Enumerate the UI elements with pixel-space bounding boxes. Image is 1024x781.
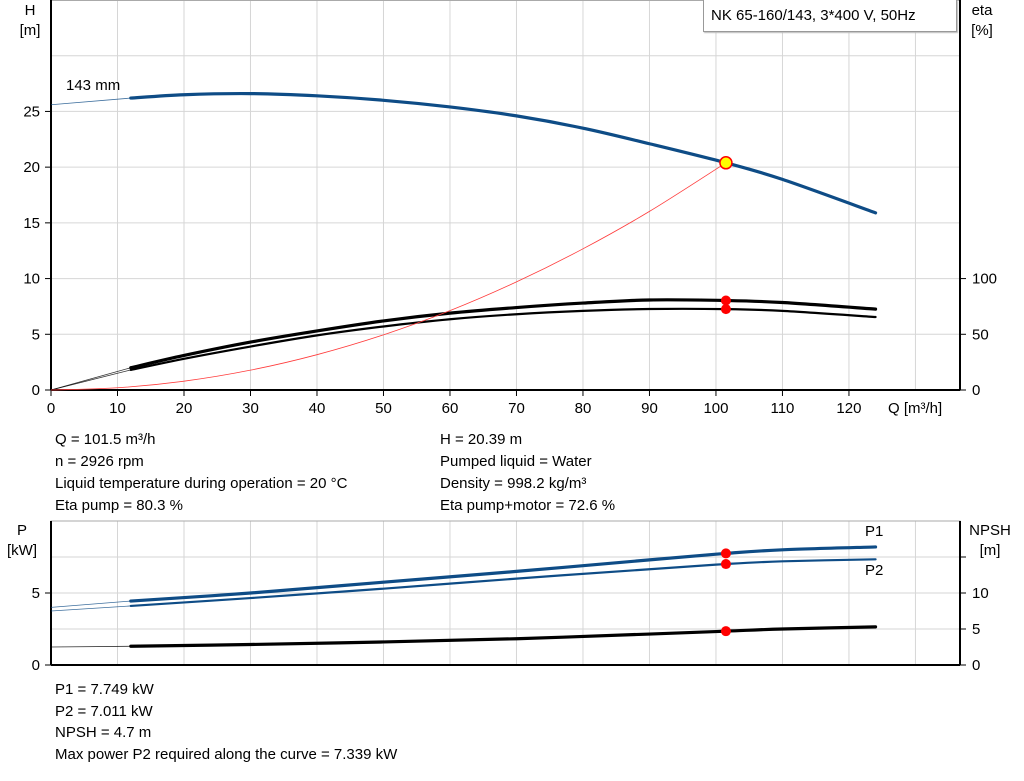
series-line-system [50,162,727,391]
y-tick-label-right: 10 [972,585,989,602]
series-line-NPSH [129,625,878,648]
series-extension-NPSH [50,645,131,648]
series-label-p2: P2 [865,562,883,579]
y-axis-unit-left: [kW] [7,542,37,559]
x-axis-label: Q [m³/h] [888,400,942,417]
x-tick-label: 10 [109,400,126,417]
series-extension-P1 [50,600,131,608]
series-extension-eta_pump_motor [50,369,131,391]
info-top-right: H = 20.39 m Pumped liquid = Water Densit… [440,429,615,517]
x-tick-label: 120 [836,400,861,417]
duty-point-marker-npsh [720,626,731,637]
x-tick-label: 40 [309,400,326,417]
info-p2: P2 = 7.011 kW [55,702,153,720]
x-tick-label: 90 [641,400,658,417]
x-tick-label: 30 [242,400,259,417]
series-line-eta_pump [129,298,878,370]
info-p1: P1 = 7.749 kW [55,681,154,698]
y-axis-unit-right: [m] [980,542,1001,559]
series-label-p1: P1 [865,523,883,540]
info-temperature: Liquid temperature during operation = 20… [55,475,348,492]
info-top-left: Q = 101.5 m³/h n = 2926 rpm Liquid tempe… [55,429,347,517]
series-extension-H [50,97,131,106]
info-max-p2: Max power P2 required along the curve = … [55,745,398,763]
x-tick-label: 60 [442,400,459,417]
y-tick-label-right: 50 [972,326,989,343]
y-axis-unit-right: [%] [971,22,993,39]
series-line-eta_pump_motor [129,307,877,372]
info-density: Density = 998.2 kg/m³ [440,475,587,492]
y-axis-label-left: P [17,522,27,539]
y-axis-label-left: H [25,2,36,19]
info-npsh: NPSH = 4.7 m [55,724,152,741]
pump-title: NK 65-160/143, 3*400 V, 50Hz [703,0,957,32]
duty-point-marker-p2 [720,559,731,570]
x-tick-label: 80 [575,400,592,417]
y-tick-label-left: 5 [32,326,40,343]
info-head: H = 20.39 m [440,431,523,448]
info-speed: n = 2926 rpm [55,453,144,470]
y-tick-label-left: 15 [23,215,40,232]
impeller-diameter-label: 143 mm [66,77,120,94]
info-eta-pump: Eta pump = 80.3 % [55,497,183,514]
y-tick-label-left: 0 [32,382,40,399]
info-bottom: P1 = 7.749 kW P2 = 7.011 kW NPSH = 4.7 m… [55,679,397,765]
x-tick-label: 0 [47,400,55,417]
y-axis-label-right: eta [972,2,994,19]
y-tick-label-right: 5 [972,621,980,638]
duty-point-marker-p1 [720,548,731,559]
y-tick-label-left: 0 [32,657,40,674]
info-liquid: Pumped liquid = Water [440,453,592,470]
y-axis-unit-left: [m] [20,22,41,39]
series-extension-P2 [50,605,131,612]
series-line-H [129,91,878,215]
duty-point-marker [720,295,731,306]
duty-point-marker-head [719,156,733,170]
x-tick-label: 70 [508,400,525,417]
y-tick-label-left: 20 [23,159,40,176]
series-line-P2 [129,558,877,608]
y-tick-label-right: 100 [972,271,997,288]
y-axis-label-right: NPSH [969,522,1011,539]
y-tick-label-right: 0 [972,382,980,399]
y-tick-label-left: 25 [23,103,40,120]
x-tick-label: 110 [770,400,794,417]
info-eta-pump-motor: Eta pump+motor = 72.6 % [440,497,616,514]
y-tick-label-right: 0 [972,657,980,674]
x-tick-label: 100 [703,400,728,417]
y-tick-label-left: 10 [23,271,40,288]
y-tick-label-left: 5 [32,585,40,602]
info-flow: Q = 101.5 m³/h [55,431,156,448]
x-tick-label: 50 [375,400,392,417]
duty-point-marker [720,304,731,315]
series-line-P1 [129,545,878,603]
x-tick-label: 20 [176,400,193,417]
